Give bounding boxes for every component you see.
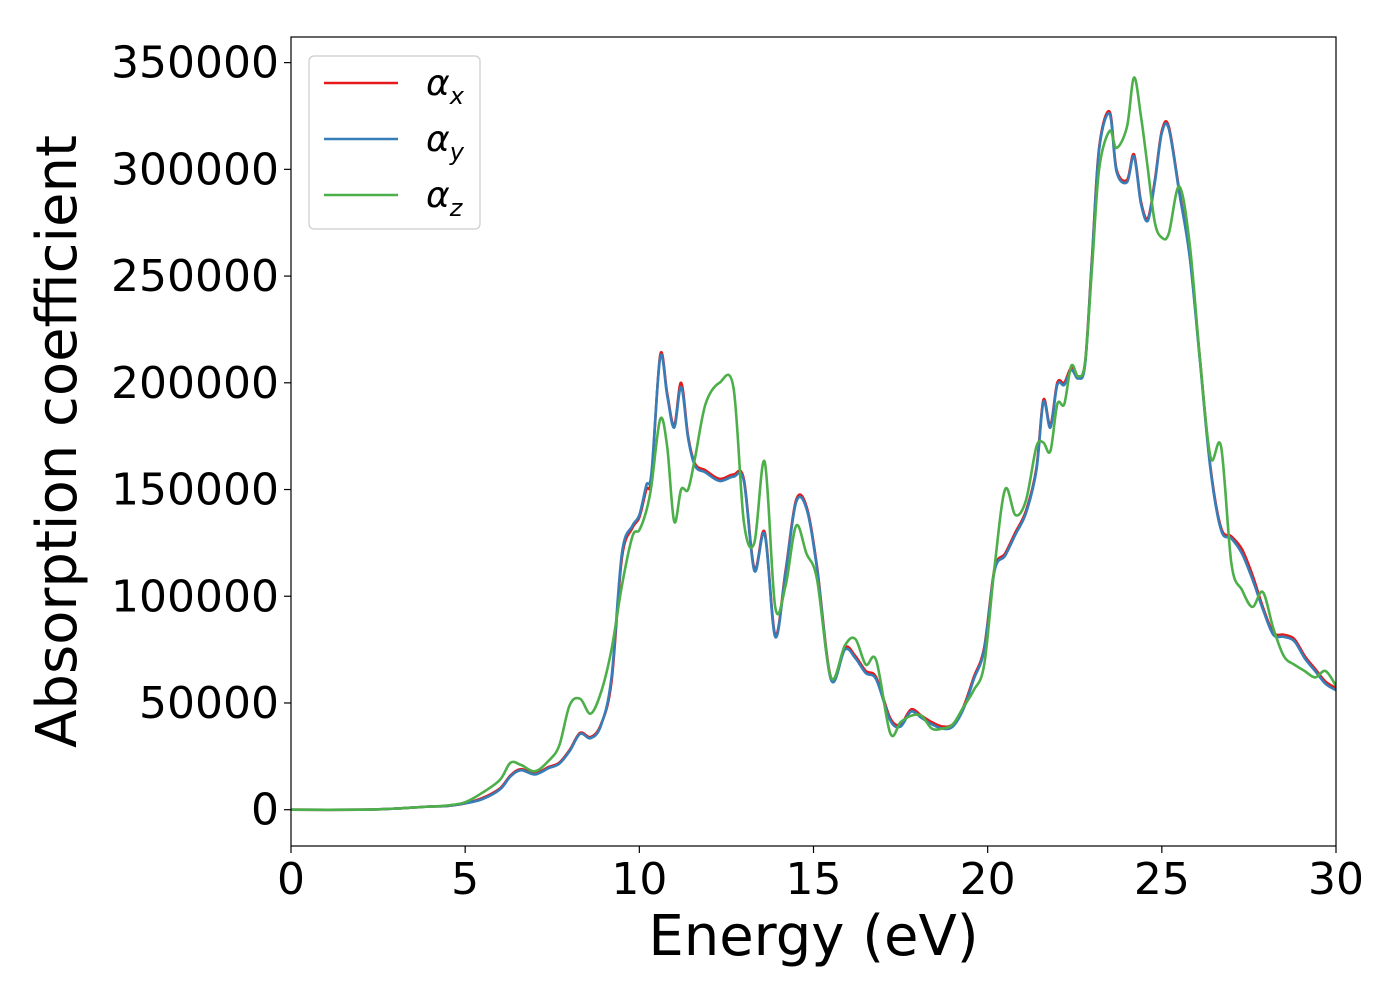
x-tick-label: 0: [277, 854, 305, 905]
y-tick-label: 150000: [111, 465, 279, 516]
x-tick-label: 15: [786, 854, 842, 905]
x-axis-label: Energy (eV): [648, 904, 978, 969]
x-tick-label: 5: [451, 854, 479, 905]
ticks-layer: 0 5 10 15 20 25 30 0 50000 100000 150000 200000 2500…: [111, 38, 1364, 905]
legend: αx αy αz: [308, 55, 481, 230]
y-tick-label: 200000: [111, 358, 279, 409]
y-tick-label: 50000: [139, 678, 279, 729]
x-tick-label: 25: [1134, 854, 1190, 905]
y-tick-label: 300000: [111, 144, 279, 195]
y-tick-label: 350000: [111, 38, 279, 89]
series-layer: [291, 76, 1336, 812]
y-tick-label: 0: [251, 785, 279, 836]
series-line-3: [291, 76, 1336, 812]
series-line-2: [291, 112, 1336, 812]
legend-box: [308, 55, 481, 230]
legend-label: αx: [426, 63, 465, 110]
y-axis-label: Absorption coefficient: [25, 135, 90, 748]
x-tick-label: 10: [611, 854, 667, 905]
x-tick-label: 30: [1308, 854, 1364, 905]
legend-label: αz: [426, 175, 464, 222]
y-tick-label: 100000: [111, 571, 279, 622]
y-tick-label: 250000: [111, 251, 279, 302]
x-tick-label: 20: [960, 854, 1016, 905]
legend-label: αy: [426, 119, 465, 166]
